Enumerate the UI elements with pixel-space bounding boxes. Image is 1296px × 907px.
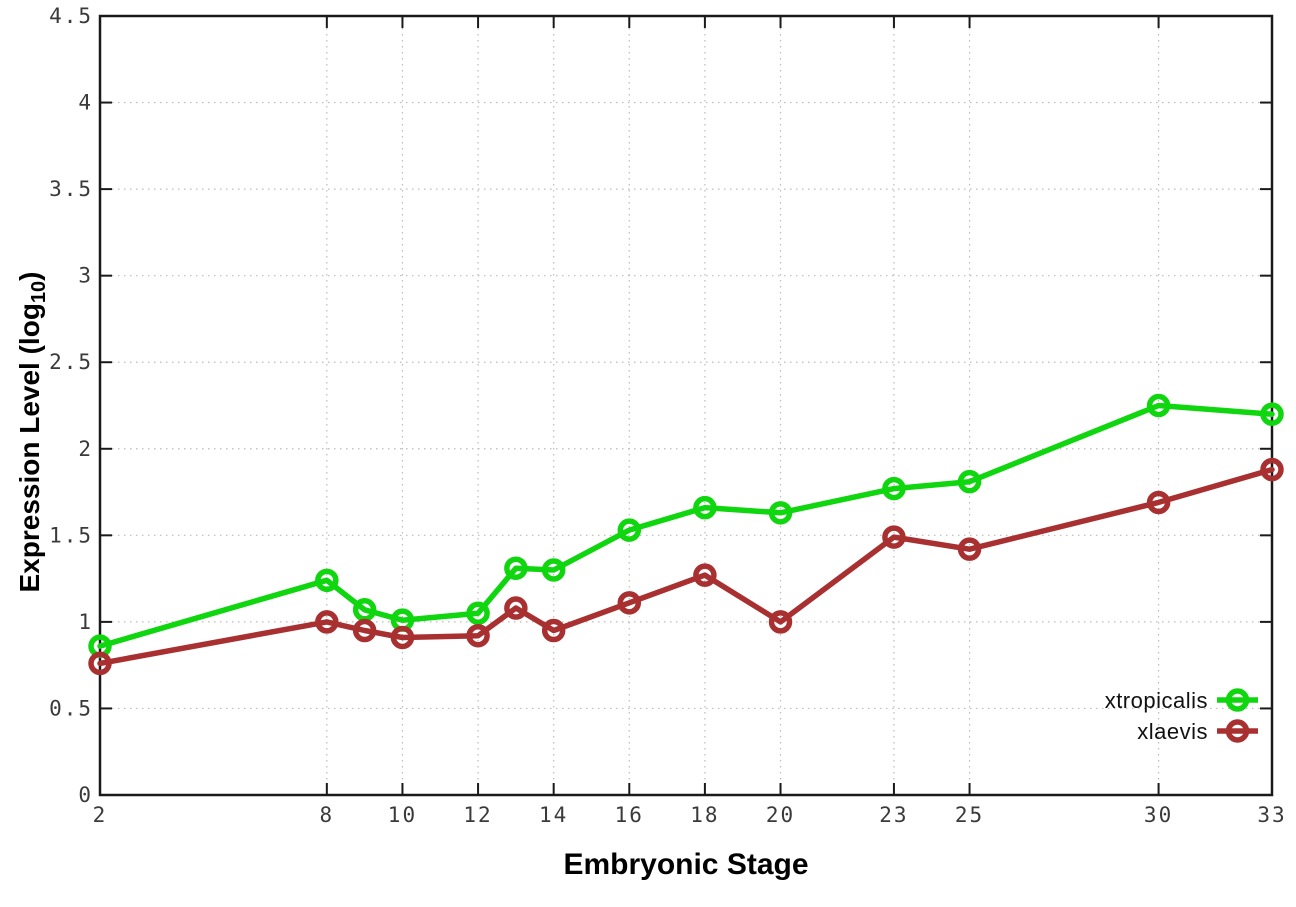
series-xlaevis-marker bbox=[390, 625, 415, 650]
legend-label-xlaevis: xlaevis bbox=[1137, 719, 1208, 744]
series-xtropicalis-marker bbox=[315, 568, 339, 593]
series-xlaevis-marker bbox=[1146, 490, 1171, 515]
plot-border bbox=[98, 14, 1274, 797]
y-tick-label: 4.5 bbox=[49, 4, 93, 28]
x-tick-label: 8 bbox=[320, 803, 335, 827]
series-xlaevis-marker bbox=[768, 610, 793, 634]
series-xlaevis-marker bbox=[882, 525, 906, 549]
x-tick-label: 20 bbox=[766, 803, 795, 827]
x-tick-label: 33 bbox=[1257, 803, 1286, 827]
series-xtropicalis-marker bbox=[541, 558, 566, 582]
legend-marker-xtropicalis bbox=[1225, 688, 1250, 712]
legend-label-xtropicalis: xtropicalis bbox=[1105, 688, 1208, 713]
x-tick-label: 16 bbox=[615, 803, 644, 827]
series-xlaevis-line bbox=[97, 466, 1275, 667]
series-xlaevis-marker bbox=[466, 623, 490, 648]
series-xtropicalis-line bbox=[97, 402, 1275, 649]
y-axis-label-subscript: 10 bbox=[28, 280, 50, 304]
legend-marker-xlaevis bbox=[1225, 719, 1250, 743]
series-xtropicalis-marker bbox=[882, 476, 906, 501]
y-axis-label-close: ) bbox=[14, 271, 45, 281]
y-tick-label: 3 bbox=[78, 264, 93, 288]
x-tick-label: 10 bbox=[388, 803, 417, 827]
series-xtropicalis-marker bbox=[957, 469, 982, 494]
x-tick-label: 25 bbox=[955, 803, 984, 827]
x-tick-label: 2 bbox=[93, 803, 108, 827]
series-xtropicalis-marker bbox=[504, 556, 528, 580]
y-tick-label: 1.5 bbox=[49, 523, 93, 547]
y-tick-label: 0 bbox=[78, 783, 93, 807]
y-tick-label: 2 bbox=[78, 437, 93, 461]
series-xtropicalis-marker bbox=[352, 598, 377, 622]
y-axis-label: Expression Level (log10) bbox=[14, 217, 50, 647]
x-tick-label: 30 bbox=[1144, 803, 1173, 827]
series-xlaevis-marker bbox=[88, 651, 112, 676]
y-axis-label-main: Expression Level (log bbox=[14, 303, 45, 593]
x-tick-label: 12 bbox=[463, 803, 492, 827]
x-tick-label: 18 bbox=[690, 803, 719, 827]
series-xlaevis-marker bbox=[315, 610, 339, 634]
series-xlaevis-marker bbox=[1260, 457, 1284, 482]
series-xlaevis-marker bbox=[693, 563, 717, 587]
y-tick-label: 3.5 bbox=[49, 177, 93, 201]
series-xtropicalis-marker bbox=[693, 495, 717, 520]
y-tick-label: 1 bbox=[78, 610, 93, 634]
y-tick-label: 4 bbox=[78, 91, 93, 115]
x-tick-label: 14 bbox=[539, 803, 568, 827]
y-tick-label: 2.5 bbox=[49, 350, 93, 374]
x-tick-label: 23 bbox=[879, 803, 908, 827]
x-axis-label: Embryonic Stage bbox=[563, 848, 809, 881]
y-tick-label: 0.5 bbox=[49, 696, 93, 720]
series-xtropicalis-marker bbox=[1260, 402, 1284, 426]
series-xlaevis-marker bbox=[957, 537, 982, 561]
series-xlaevis-marker bbox=[541, 618, 566, 643]
series-xtropicalis-marker bbox=[466, 601, 490, 625]
series-xtropicalis-marker bbox=[617, 518, 642, 542]
series-xlaevis-marker bbox=[617, 591, 642, 615]
series-xlaevis-marker bbox=[504, 596, 528, 620]
series-xlaevis-marker bbox=[352, 618, 377, 643]
series-xtropicalis-marker bbox=[768, 501, 793, 525]
series-xtropicalis-marker bbox=[1146, 393, 1171, 418]
